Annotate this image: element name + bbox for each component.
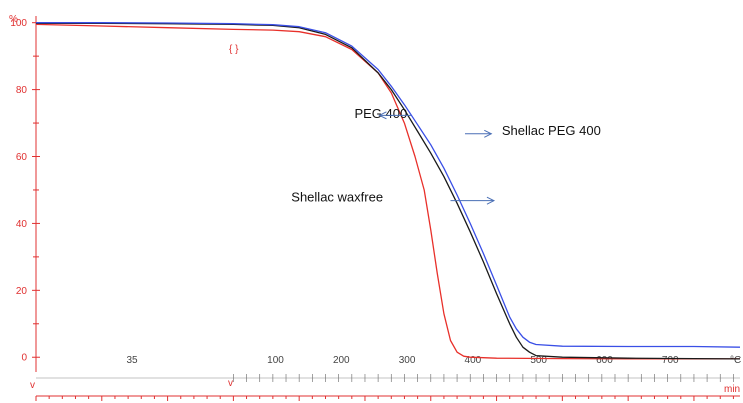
annotation-label: Shellac PEG 400 [502,123,601,138]
series-line-red [36,24,740,359]
annotation-label: Shellac waxfree [291,190,383,205]
temp-tick-label: 700 [662,355,679,366]
series-line-black [36,23,740,359]
x-ticks: 05101520253035404550 [33,396,733,403]
annotation-label: PEG 400 [354,106,407,121]
y-tick-label: 100 [10,18,27,29]
y-tick-label: 20 [16,286,28,297]
x-unit-label: min [724,384,740,395]
bracket-marker: { } [229,44,239,55]
y-tick-label: 60 [16,152,28,163]
temp-tick-label: 100 [267,355,284,366]
temp-tick-label: 200 [333,355,350,366]
temp-tick-label: 600 [596,355,613,366]
y-tick-label: 80 [16,85,28,96]
temp-tick-label: 300 [399,355,416,366]
series-group [36,23,740,359]
annotations: PEG 400 Shellac PEG 400 Shellac waxfree [291,106,601,205]
y-axis-marker: v [30,380,35,391]
temp-unit-label: °C [730,355,741,366]
temp-tick-label: 35 [126,355,138,366]
series-line-blue [36,23,740,348]
x-axis-marker: v [228,378,233,389]
y-tick-label: 0 [21,353,27,364]
y-tick-label: 40 [16,219,28,230]
